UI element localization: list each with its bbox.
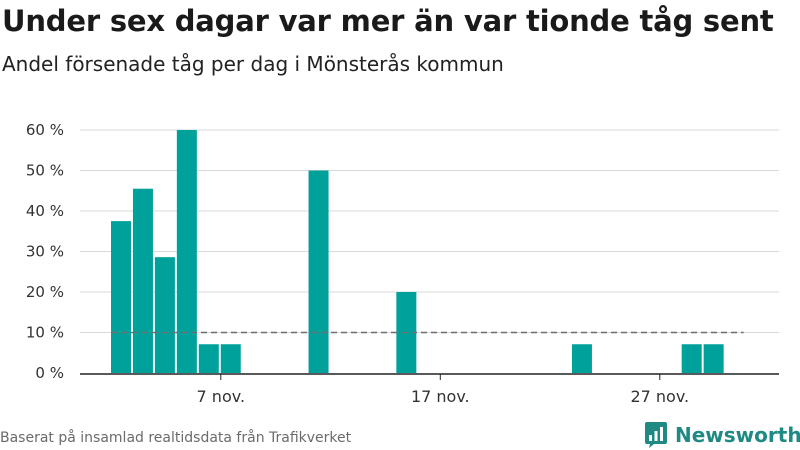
x-tick-label: 7 nov. (197, 387, 246, 406)
bar (681, 344, 702, 373)
brand-logo: Newsworthy (644, 420, 800, 450)
bar (198, 344, 219, 373)
x-tick-label: 27 nov. (630, 387, 689, 406)
y-tick-label: 50 % (26, 162, 64, 180)
y-tick-label: 60 % (26, 121, 64, 139)
x-tick-label: 17 nov. (411, 387, 470, 406)
bar-chart: 0 % 10 % 20 % 30 % 40 % 50 % 60 % 7 nov. 17 nov… (26, 121, 779, 406)
bar (111, 221, 131, 373)
brand-name: Newsworthy (675, 423, 800, 447)
bar (154, 257, 175, 373)
y-tick-label: 10 % (26, 324, 64, 342)
bar (132, 188, 153, 373)
y-tick-label: 20 % (26, 283, 64, 301)
bar-chart-logo-icon (645, 422, 667, 448)
chart-title: Under sex dagar var mer än var tionde tå… (2, 4, 774, 38)
bar (571, 344, 592, 373)
y-tick-label: 40 % (26, 202, 64, 220)
source-note: Baserat på insamlad realtidsdata från Tr… (0, 430, 352, 446)
bar (703, 344, 724, 373)
bar (176, 130, 197, 373)
y-tick-label: 0 % (35, 364, 64, 382)
x-axis: 7 nov. 17 nov. 27 nov. (80, 373, 779, 406)
chart-subtitle: Andel försenade tåg per dag i Mönsterås … (2, 52, 504, 76)
bars (111, 130, 724, 373)
bar (220, 344, 241, 373)
y-axis-labels: 0 % 10 % 20 % 30 % 40 % 50 % 60 % (26, 121, 64, 382)
y-tick-label: 30 % (26, 243, 64, 261)
bar (308, 170, 329, 373)
